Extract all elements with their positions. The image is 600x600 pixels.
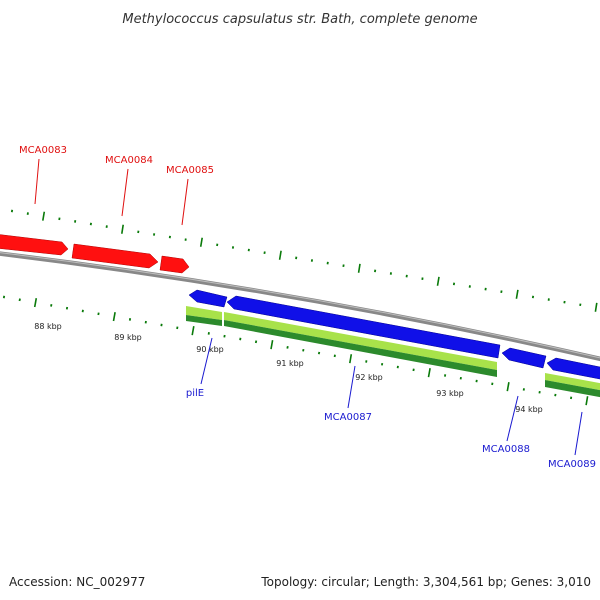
tick-major <box>121 224 124 234</box>
genome-backbone-highlight <box>0 252 600 359</box>
kbp-label: 91 kbp <box>276 359 304 368</box>
position-scale: 88 kbp 89 kbp 90 kbp 91 kbp 92 kbp 93 kb… <box>34 322 543 414</box>
gene-label-mca0085[interactable]: MCA0085 <box>166 165 214 176</box>
gene-arrow-mca0087[interactable] <box>226 295 501 359</box>
gene-arrow-mca0088[interactable] <box>501 347 547 369</box>
tick-major <box>585 396 589 406</box>
gene-label-mca0088[interactable]: MCA0088 <box>482 444 530 455</box>
forward-genes <box>0 234 190 274</box>
gene-label-mca0084[interactable]: MCA0084 <box>105 155 153 166</box>
kbp-label: 94 kbp <box>515 405 543 414</box>
tick-major <box>515 289 519 299</box>
tick-major <box>594 302 598 312</box>
gene-arrow-mca0083[interactable] <box>0 234 69 256</box>
tick-minor <box>554 393 557 397</box>
tick-major <box>349 354 353 364</box>
tick-major <box>33 298 38 308</box>
gene-arrow-mca0089[interactable] <box>546 357 600 380</box>
gene-label-pile[interactable]: pilE <box>186 388 204 399</box>
genome-backbone <box>0 251 600 362</box>
tick-row-upper <box>10 209 598 312</box>
feature-band-dark <box>186 315 222 326</box>
tick-major <box>112 312 116 322</box>
tick-major <box>427 368 431 378</box>
tick-minor <box>522 388 525 391</box>
gene-arrow-mca0084[interactable] <box>71 243 159 269</box>
kbp-label: 89 kbp <box>114 333 142 342</box>
gene-label-mca0089[interactable]: MCA0089 <box>548 459 596 470</box>
kbp-label: 90 kbp <box>196 345 224 354</box>
gene-labels-reverse: pilE MCA0087 MCA0088 MCA0089 <box>186 337 596 470</box>
feature-band-light <box>186 306 222 320</box>
tick-major <box>42 211 46 221</box>
reverse-genes <box>188 289 600 380</box>
tick-minor <box>317 351 321 355</box>
tick-minor <box>286 346 289 349</box>
feature-band-light <box>545 373 600 391</box>
kbp-label: 88 kbp <box>34 322 62 331</box>
feature-band-dark <box>545 380 600 398</box>
tick-major <box>191 326 195 336</box>
tick-major <box>199 237 203 247</box>
tick-major <box>436 276 440 286</box>
genome-summary-text: Topology: circular; Length: 3,304,561 bp… <box>260 575 591 589</box>
tick-minor <box>50 304 53 307</box>
gene-label-mca0087[interactable]: MCA0087 <box>324 412 372 423</box>
tick-major <box>357 263 361 273</box>
feature-bands <box>186 306 600 398</box>
tick-major <box>278 250 282 260</box>
map-title: Methylococcus capsulatus str. Bath, comp… <box>122 12 477 27</box>
kbp-label: 93 kbp <box>436 389 464 398</box>
feature-band-dark <box>224 320 497 377</box>
tick-major <box>270 340 274 350</box>
tick-major <box>506 382 510 392</box>
gene-arrow-mca0085[interactable] <box>159 255 190 274</box>
tick-minor <box>18 298 21 302</box>
tick-row-lower <box>2 295 589 406</box>
gene-arrow-pile[interactable] <box>188 289 228 308</box>
gene-labels-forward: MCA0083 MCA0084 MCA0085 <box>19 145 214 226</box>
kbp-label: 92 kbp <box>355 373 383 382</box>
feature-band-light <box>224 312 497 370</box>
gene-label-mca0083[interactable]: MCA0083 <box>19 145 67 156</box>
accession-text: Accession: NC_002977 <box>9 575 145 589</box>
